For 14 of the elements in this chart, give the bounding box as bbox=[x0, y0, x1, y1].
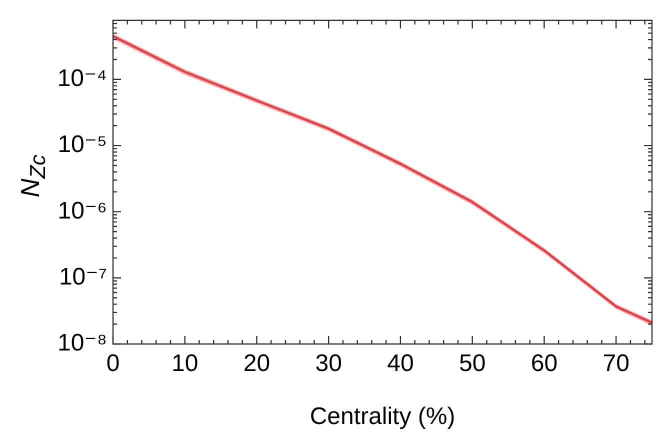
y-tick-label: 10⁻⁵ bbox=[58, 131, 107, 158]
x-axis-title: Centrality (%) bbox=[310, 403, 456, 430]
y-tick-label: 10⁻⁷ bbox=[58, 263, 107, 290]
y-tick-label: 10⁻⁴ bbox=[57, 65, 107, 92]
x-tick-label: 70 bbox=[602, 350, 630, 378]
x-tick-label: 20 bbox=[243, 350, 270, 378]
x-tick-label: 0 bbox=[106, 350, 120, 378]
x-tick-label: 60 bbox=[530, 350, 558, 378]
x-tick-label: 30 bbox=[315, 350, 342, 378]
y-tick-label: 10⁻⁶ bbox=[58, 197, 107, 224]
x-tick-label: 10 bbox=[172, 350, 198, 378]
x-tick-label: 50 bbox=[458, 350, 486, 378]
x-tick-label: 40 bbox=[387, 350, 414, 378]
y-tick-label: 10⁻⁸ bbox=[58, 330, 107, 357]
